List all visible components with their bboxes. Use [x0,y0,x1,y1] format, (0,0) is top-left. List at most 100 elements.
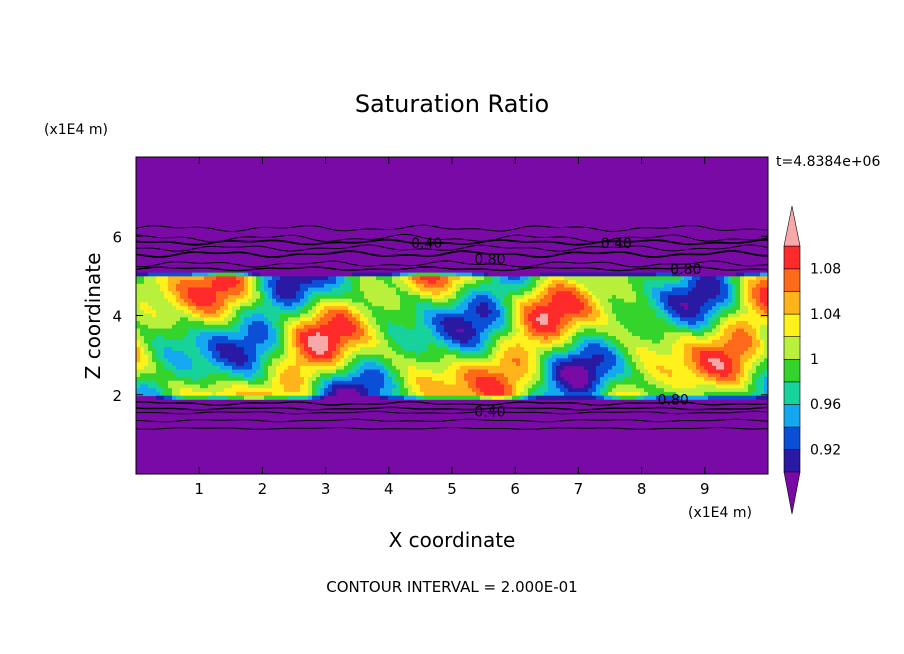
field-cell [468,294,477,300]
field-cell [140,350,145,356]
field-cell [548,369,553,374]
field-cell [292,321,301,326]
field-cell [580,350,613,356]
field-cell [240,306,257,311]
field-cell [276,291,297,296]
field-cell [216,276,237,281]
field-cell [248,276,253,281]
field-cell [136,339,141,344]
field-cell [264,362,273,367]
field-cell [712,339,729,344]
field-cell [344,365,353,370]
field-cell [320,391,325,397]
field-cell [288,317,301,322]
field-cell [248,287,253,292]
field-cell [568,354,593,359]
field-cell [716,317,721,322]
field-cell [728,294,733,300]
field-cell [304,354,313,359]
field-cell [612,302,649,307]
field-cell [748,283,757,288]
field-cell [588,377,597,382]
field-cell [532,291,541,296]
field-cell [580,298,589,303]
field-cell [448,298,457,303]
field-cell [300,317,313,322]
field-cell [156,276,169,281]
field-cell [164,291,173,296]
field-cell [280,362,297,367]
field-cell [352,321,361,326]
field-cell [140,347,145,352]
field-cell [400,343,429,348]
field-cell [448,343,461,348]
field-cell [668,298,709,303]
field-cell [588,313,601,318]
field-cell [192,272,209,277]
field-cell [512,336,529,341]
field-cell [732,294,737,300]
field-cell [512,395,521,400]
field-cell [456,291,465,296]
field-cell [452,302,461,307]
field-cell [384,365,389,370]
field-cell [228,336,245,341]
field-cell [728,324,753,329]
field-cell [536,365,541,370]
field-cell [396,384,401,389]
field-cell [696,365,705,370]
field-cell [388,328,433,333]
field-cell [412,388,421,393]
field-cell [512,317,517,322]
field-cell [752,365,757,370]
field-cell [712,324,717,329]
field-cell [496,339,505,344]
field-cell [192,309,205,315]
field-cell [380,369,389,374]
field-cell [764,388,768,393]
field-cell [252,283,257,288]
field-cell [160,287,169,292]
field-cell [604,380,613,385]
field-cell [732,369,741,374]
field-cell [164,391,173,397]
field-cell [376,332,385,337]
field-cell [716,276,725,281]
field-cell [628,328,693,333]
field-cell [724,362,733,367]
field-cell [356,369,365,374]
field-cell [236,309,245,315]
field-cell [256,280,261,285]
field-cell [636,362,645,367]
field-cell [748,347,757,352]
field-cell [136,309,145,315]
field-cell [732,362,741,367]
field-cell [548,358,557,363]
field-cell [652,287,673,292]
field-cell [504,302,513,307]
field-cell [420,287,449,292]
field-cell [560,321,569,326]
field-cell [532,321,541,326]
field-cell [492,298,501,303]
field-cell [320,298,353,303]
colorbar-bottom-arrow [783,471,801,515]
field-cell [744,350,757,356]
field-cell [248,291,253,296]
field-cell [620,347,629,352]
field-cell [280,332,285,337]
field-cell [424,391,477,397]
field-cell [420,276,441,281]
field-cell [172,395,177,400]
field-cell [360,347,393,352]
field-cell [592,309,601,315]
field-cell [300,336,309,341]
field-cell [716,380,741,385]
field-cell [428,280,437,285]
field-cell [712,328,721,333]
field-cell [548,276,565,281]
field-cell [672,317,681,322]
field-cell [264,373,269,378]
field-cell [316,369,337,374]
field-cell [716,324,721,329]
